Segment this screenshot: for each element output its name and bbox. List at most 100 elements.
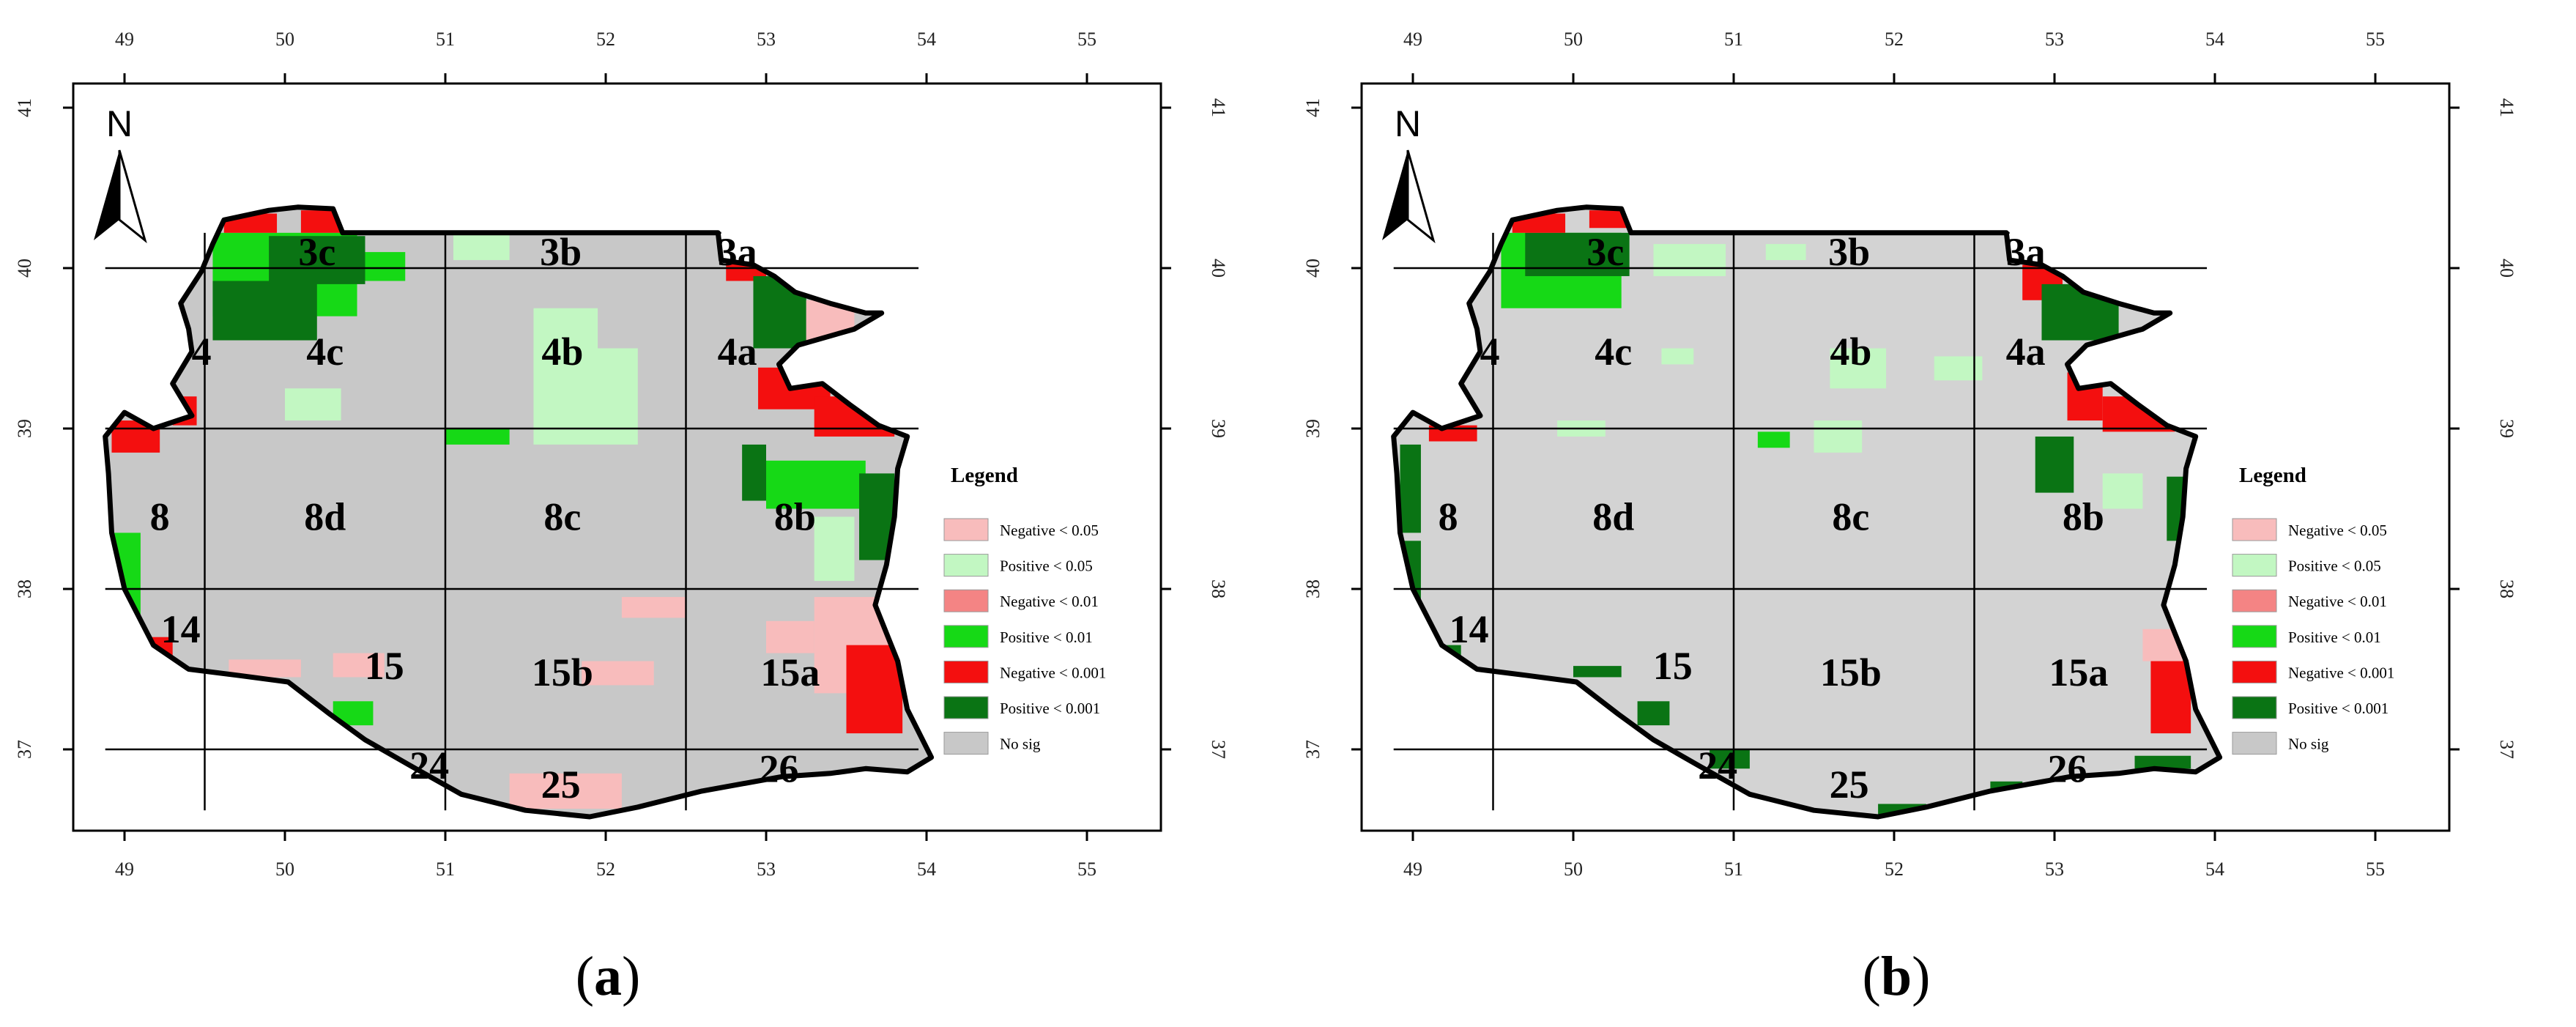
region-label: 3b	[540, 230, 582, 274]
region-label: 4	[192, 330, 212, 374]
sig-patch	[509, 773, 622, 809]
map-svg-b: 49 49 50 50 51 51 52 52 53 53 54 54 55 55 41 41 40 40 39 39…	[1302, 29, 2517, 880]
x-tick-label-top: 52	[1885, 29, 1904, 50]
region-label: 4b	[541, 330, 583, 374]
x-tick-label-bottom: 54	[2205, 859, 2224, 880]
legend-swatch	[943, 732, 989, 755]
region-label: 4c	[1595, 330, 1632, 374]
legend-title: Legend	[951, 464, 1018, 487]
region-label: 8	[1439, 494, 1458, 538]
region-label: 24	[409, 744, 449, 787]
region-label: 3c	[298, 230, 335, 274]
y-tick-label-left: 37	[14, 740, 35, 759]
y-tick-label-right: 41	[2496, 98, 2517, 117]
y-tick-label-left: 38	[1302, 579, 1324, 598]
sig-patch	[285, 388, 341, 421]
x-tick-label-bottom: 51	[1724, 859, 1743, 880]
region-label: 3b	[1828, 230, 1870, 274]
y-tick-label-left: 37	[1302, 740, 1324, 759]
legend-label: Negative < 0.001	[1000, 664, 1106, 681]
sig-patch	[2102, 473, 2143, 509]
sig-patch	[742, 444, 766, 501]
sig-patch	[365, 252, 406, 281]
region-label: 15a	[760, 650, 820, 694]
y-tick-label-right: 40	[2496, 259, 2517, 278]
y-tick-label-left: 38	[14, 579, 35, 598]
y-tick-label-left: 41	[14, 98, 35, 117]
legend-swatch	[2232, 589, 2277, 612]
legend-label: Positive < 0.001	[1000, 700, 1100, 717]
region-label: 15	[1653, 644, 1693, 688]
y-tick-label-right: 38	[2496, 579, 2517, 598]
x-tick-label-top: 53	[757, 29, 776, 50]
region-label: 25	[541, 763, 581, 807]
region-grid-a	[105, 231, 919, 811]
caption-letter-b: b	[1880, 946, 1912, 1007]
legend-swatch	[2232, 660, 2277, 683]
x-tick-label-top: 51	[1724, 29, 1743, 50]
sig-patch	[753, 275, 806, 349]
legend-label: Negative < 0.001	[2288, 664, 2394, 681]
y-tick-label-right: 39	[1208, 419, 1229, 438]
north-arrow-right-half	[118, 149, 147, 244]
sig-patch	[533, 308, 598, 373]
x-tick-label-bottom: 55	[2366, 859, 2385, 880]
legend-label: Positive < 0.001	[2288, 700, 2388, 717]
sig-patch	[582, 661, 654, 686]
sig-patch	[1757, 431, 1790, 448]
legend-swatch	[943, 696, 989, 719]
x-tick-label-bottom: 54	[917, 859, 936, 880]
x-tick-label-bottom: 49	[1403, 859, 1422, 880]
sig-patch	[1400, 444, 1421, 533]
y-tick-label-left: 39	[1302, 419, 1324, 438]
map-panel-b: 49 49 50 50 51 51 52 52 53 53 54 54 55 55 41 41 40 40 39 39…	[1288, 0, 2576, 1027]
legend-swatch	[2232, 625, 2277, 648]
y-tick-label-right: 37	[2496, 740, 2517, 759]
legend-title: Legend	[2239, 464, 2306, 487]
legend-label: No sig	[1000, 735, 1041, 753]
land-area-a	[105, 207, 932, 817]
region-label: 8d	[304, 494, 346, 538]
sig-patch	[1830, 348, 1887, 389]
legend-swatch	[943, 660, 989, 683]
x-tick-label-top: 55	[1077, 29, 1096, 50]
legend-swatch	[2232, 732, 2277, 755]
coastline-b	[1391, 204, 2223, 820]
sig-patch	[453, 232, 510, 261]
x-tick-label-bottom: 52	[1885, 859, 1904, 880]
region-label: 15a	[2049, 650, 2108, 694]
region-label: 15	[365, 644, 404, 688]
sig-patch	[766, 620, 814, 653]
x-tick-label-bottom: 53	[2045, 859, 2064, 880]
region-label: 3a	[718, 230, 757, 274]
y-tick-label-left: 40	[1302, 259, 1324, 278]
region-label: 26	[760, 746, 799, 790]
legend-swatch	[943, 625, 989, 648]
sig-patch	[269, 236, 365, 284]
legend-a: Legend Negative < 0.05 Positive < 0.05 Nega…	[943, 464, 1106, 755]
north-arrow-left-half	[1382, 150, 1408, 240]
region-label: 4a	[2006, 330, 2046, 374]
region-label: 4a	[718, 330, 757, 374]
sig-patch	[2102, 396, 2175, 432]
region-label: 8d	[1592, 494, 1634, 538]
y-tick-label-left: 40	[14, 259, 35, 278]
sig-patch	[814, 516, 855, 582]
region-label: 8b	[774, 494, 816, 538]
y-tick-label-left: 39	[14, 419, 35, 438]
x-tick-label-top: 50	[1564, 29, 1583, 50]
y-tick-label-right: 41	[1208, 98, 1229, 117]
legend-label: Negative < 0.01	[2288, 593, 2387, 610]
x-tick-label-top: 49	[1403, 29, 1422, 50]
x-tick-label-top: 54	[917, 29, 936, 50]
sig-patch	[2150, 653, 2191, 734]
sig-patch	[1661, 348, 1694, 365]
legend-swatch	[2232, 554, 2277, 577]
sig-patch	[766, 460, 866, 509]
x-tick-label-top: 53	[2045, 29, 2064, 50]
region-label: 8b	[2063, 494, 2104, 538]
legend-label: Negative < 0.05	[2288, 522, 2387, 539]
x-tick-label-bottom: 51	[436, 859, 455, 880]
legend-label: No sig	[2288, 735, 2329, 753]
region-label: 8c	[543, 494, 581, 538]
